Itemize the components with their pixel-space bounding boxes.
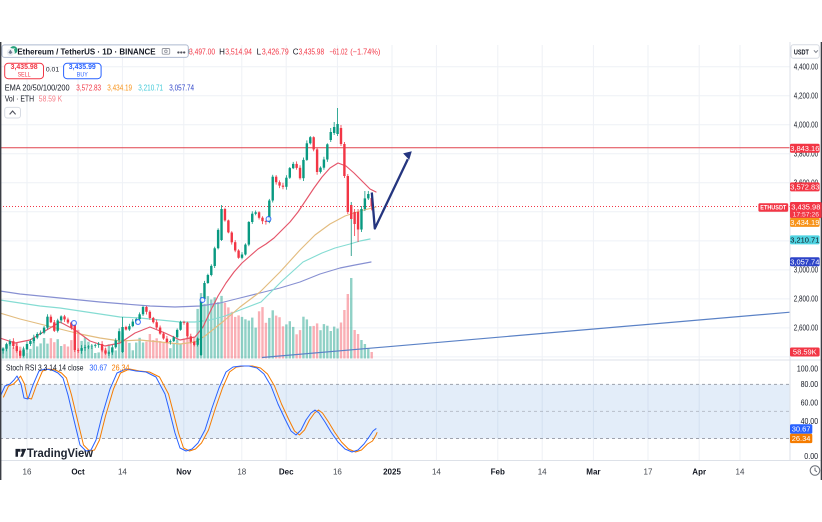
svg-text:17:57:26: 17:57:26 xyxy=(793,212,820,219)
svg-text:2,600.00: 2,600.00 xyxy=(794,324,819,333)
svg-text:26.34: 26.34 xyxy=(112,364,130,373)
svg-text:Nov: Nov xyxy=(176,468,192,477)
svg-text:16: 16 xyxy=(333,468,342,477)
svg-text:EMA 20/50/100/200: EMA 20/50/100/200 xyxy=(5,83,70,92)
svg-text:100.00: 100.00 xyxy=(797,364,819,373)
svg-text:58.59K: 58.59K xyxy=(793,348,817,357)
svg-text:Apr: Apr xyxy=(692,468,706,477)
svg-text:0.01: 0.01 xyxy=(46,67,59,74)
svg-text:30.67: 30.67 xyxy=(89,364,107,373)
svg-text:4,200.00: 4,200.00 xyxy=(794,92,819,101)
svg-text:80.00: 80.00 xyxy=(801,380,819,389)
svg-text:3,210.71: 3,210.71 xyxy=(790,236,819,245)
svg-text:26.34: 26.34 xyxy=(792,434,811,443)
svg-text:3,000.00: 3,000.00 xyxy=(794,266,819,275)
svg-text:14: 14 xyxy=(736,468,745,477)
svg-text:14: 14 xyxy=(538,468,547,477)
svg-text:Oct: Oct xyxy=(71,468,85,477)
svg-text:14: 14 xyxy=(432,468,441,477)
svg-text:3,057.74: 3,057.74 xyxy=(169,83,194,92)
svg-text:3,435.98: 3,435.98 xyxy=(11,62,38,71)
svg-text:3,434.19: 3,434.19 xyxy=(790,218,819,227)
svg-text:TradingView: TradingView xyxy=(27,448,93,460)
svg-text:Mar: Mar xyxy=(586,468,600,477)
svg-text:USDT: USDT xyxy=(794,47,809,56)
svg-text:Feb: Feb xyxy=(491,468,505,477)
svg-text:30.67: 30.67 xyxy=(792,425,811,434)
svg-text:3,800.00: 3,800.00 xyxy=(794,150,819,159)
svg-text:2025: 2025 xyxy=(383,468,401,477)
svg-text:Stoch RSI 3 3 14 14 close: Stoch RSI 3 3 14 14 close xyxy=(6,364,84,373)
svg-text:2,800.00: 2,800.00 xyxy=(794,295,819,304)
svg-text:14: 14 xyxy=(118,468,127,477)
svg-text:17: 17 xyxy=(644,468,653,477)
svg-text:BUY: BUY xyxy=(77,72,88,78)
svg-text:3,210.71: 3,210.71 xyxy=(138,83,163,92)
svg-text:3,057.74: 3,057.74 xyxy=(790,257,819,266)
svg-text:0.00: 0.00 xyxy=(804,452,818,461)
svg-text:ETHUSDT: ETHUSDT xyxy=(760,205,787,212)
svg-text:•••: ••• xyxy=(177,50,186,57)
svg-text:SELL: SELL xyxy=(18,72,32,78)
svg-text:3,435.98: 3,435.98 xyxy=(791,202,820,211)
svg-text:Dec: Dec xyxy=(279,468,294,477)
svg-text:3,572.83: 3,572.83 xyxy=(790,183,819,192)
svg-text:40.00: 40.00 xyxy=(801,417,819,426)
svg-text:3,435.99: 3,435.99 xyxy=(69,62,96,71)
svg-text:18: 18 xyxy=(237,468,246,477)
svg-text:3,434.19: 3,434.19 xyxy=(107,83,132,92)
svg-text:Ethereum / TetherUS · 1D · BIN: Ethereum / TetherUS · 1D · BINANCE xyxy=(17,46,155,56)
svg-text:16: 16 xyxy=(23,468,32,477)
svg-text:3,843.16: 3,843.16 xyxy=(790,144,819,153)
svg-text:4,000.00: 4,000.00 xyxy=(794,121,819,130)
svg-text:60.00: 60.00 xyxy=(801,399,819,408)
svg-text:Vol · ETH: Vol · ETH xyxy=(5,94,35,103)
svg-text:4,400.00: 4,400.00 xyxy=(794,63,819,72)
svg-text:3,572.83: 3,572.83 xyxy=(76,83,101,92)
svg-text:58.59 K: 58.59 K xyxy=(39,94,63,103)
